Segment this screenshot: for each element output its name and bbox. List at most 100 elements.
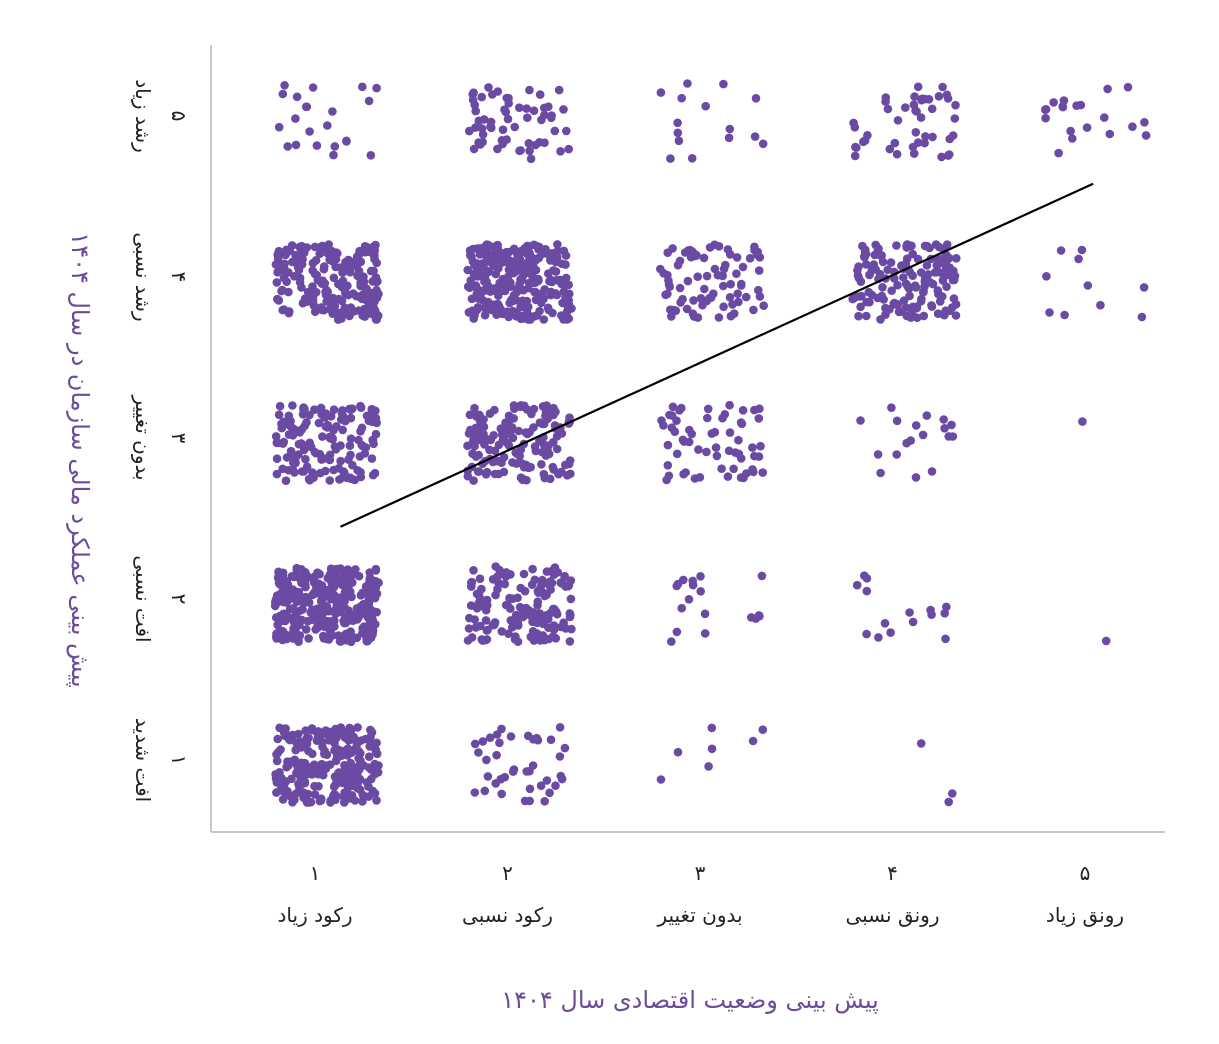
data-point — [713, 270, 723, 280]
data-point — [545, 577, 555, 586]
data-point — [274, 296, 284, 305]
data-point — [362, 637, 372, 646]
data-point — [853, 266, 862, 275]
data-point — [897, 261, 906, 271]
data-point — [302, 418, 311, 427]
data-point — [870, 250, 880, 260]
data-point — [354, 784, 364, 793]
data-point — [908, 249, 917, 259]
data-point — [370, 468, 380, 478]
data-point — [480, 786, 490, 796]
data-point — [1041, 105, 1051, 114]
data-point — [364, 96, 374, 106]
data-point — [510, 404, 519, 414]
data-point — [372, 796, 381, 805]
data-point — [326, 798, 335, 807]
data-point — [366, 576, 375, 586]
data-point — [523, 113, 532, 122]
data-point — [333, 778, 342, 788]
x-tick-number: ۲ — [502, 861, 513, 885]
data-point — [371, 566, 381, 575]
data-point — [928, 132, 937, 142]
data-point — [694, 445, 703, 454]
data-point — [879, 295, 888, 304]
data-point — [321, 290, 331, 300]
data-point — [886, 628, 895, 637]
data-point — [852, 580, 862, 590]
data-point — [702, 271, 712, 281]
data-point — [565, 637, 575, 646]
data-point — [538, 402, 548, 411]
data-point — [886, 258, 896, 267]
data-point — [504, 258, 513, 268]
data-point — [481, 470, 491, 479]
data-point — [545, 474, 555, 484]
data-point — [710, 427, 720, 437]
data-point — [856, 302, 865, 312]
data-point — [282, 277, 292, 287]
data-point — [555, 723, 565, 732]
data-point — [526, 315, 535, 324]
data-point — [535, 90, 545, 99]
data-point — [1076, 100, 1086, 110]
data-point — [466, 276, 476, 285]
data-point — [932, 261, 942, 270]
y-tick-label: بدون تغییر — [131, 394, 155, 480]
data-point — [535, 242, 544, 252]
data-point — [310, 447, 320, 457]
data-point — [521, 460, 531, 470]
data-point — [508, 458, 517, 467]
data-point — [337, 314, 346, 323]
data-point — [937, 152, 946, 162]
data-point — [281, 724, 290, 733]
data-point — [497, 789, 507, 799]
data-point — [479, 435, 489, 444]
data-point — [498, 139, 508, 149]
data-point — [316, 596, 326, 606]
data-point — [334, 768, 344, 777]
data-point — [1141, 131, 1151, 140]
data-point — [714, 242, 724, 251]
data-point — [315, 249, 325, 259]
data-point — [469, 144, 479, 154]
y-tick-label: افت نسبی — [131, 555, 155, 642]
data-point — [292, 768, 301, 778]
data-point — [482, 755, 491, 765]
y-axis-title: پیش بینی عملکرد مالی سازمان در سال ۱۴۰۴ — [66, 232, 94, 687]
data-point — [675, 406, 684, 415]
data-point — [861, 260, 871, 269]
data-point — [948, 432, 958, 441]
data-point — [336, 637, 345, 646]
data-point — [951, 311, 961, 320]
data-point — [279, 628, 288, 637]
data-point — [893, 116, 903, 125]
data-point — [312, 270, 322, 280]
data-point — [304, 598, 314, 607]
data-point — [684, 595, 694, 604]
data-point — [556, 622, 566, 632]
data-point — [941, 634, 950, 644]
data-point — [492, 243, 502, 253]
data-point — [318, 742, 327, 751]
data-point — [566, 576, 576, 585]
data-point — [525, 85, 534, 95]
trend-line — [340, 182, 1094, 528]
data-point — [668, 402, 678, 412]
data-point — [679, 469, 688, 479]
data-point — [705, 293, 714, 303]
y-tick-number: ۵ — [167, 111, 191, 122]
data-point — [933, 309, 943, 319]
data-point — [326, 412, 336, 421]
data-point — [850, 123, 860, 132]
data-point — [893, 280, 902, 290]
data-point — [499, 467, 509, 477]
data-point — [308, 590, 317, 600]
data-point — [1100, 113, 1109, 122]
data-point — [693, 272, 702, 282]
data-point — [757, 571, 767, 581]
data-point — [477, 92, 487, 102]
data-point — [357, 440, 367, 450]
data-point — [371, 307, 380, 316]
data-point — [370, 274, 380, 284]
data-point — [271, 432, 281, 441]
